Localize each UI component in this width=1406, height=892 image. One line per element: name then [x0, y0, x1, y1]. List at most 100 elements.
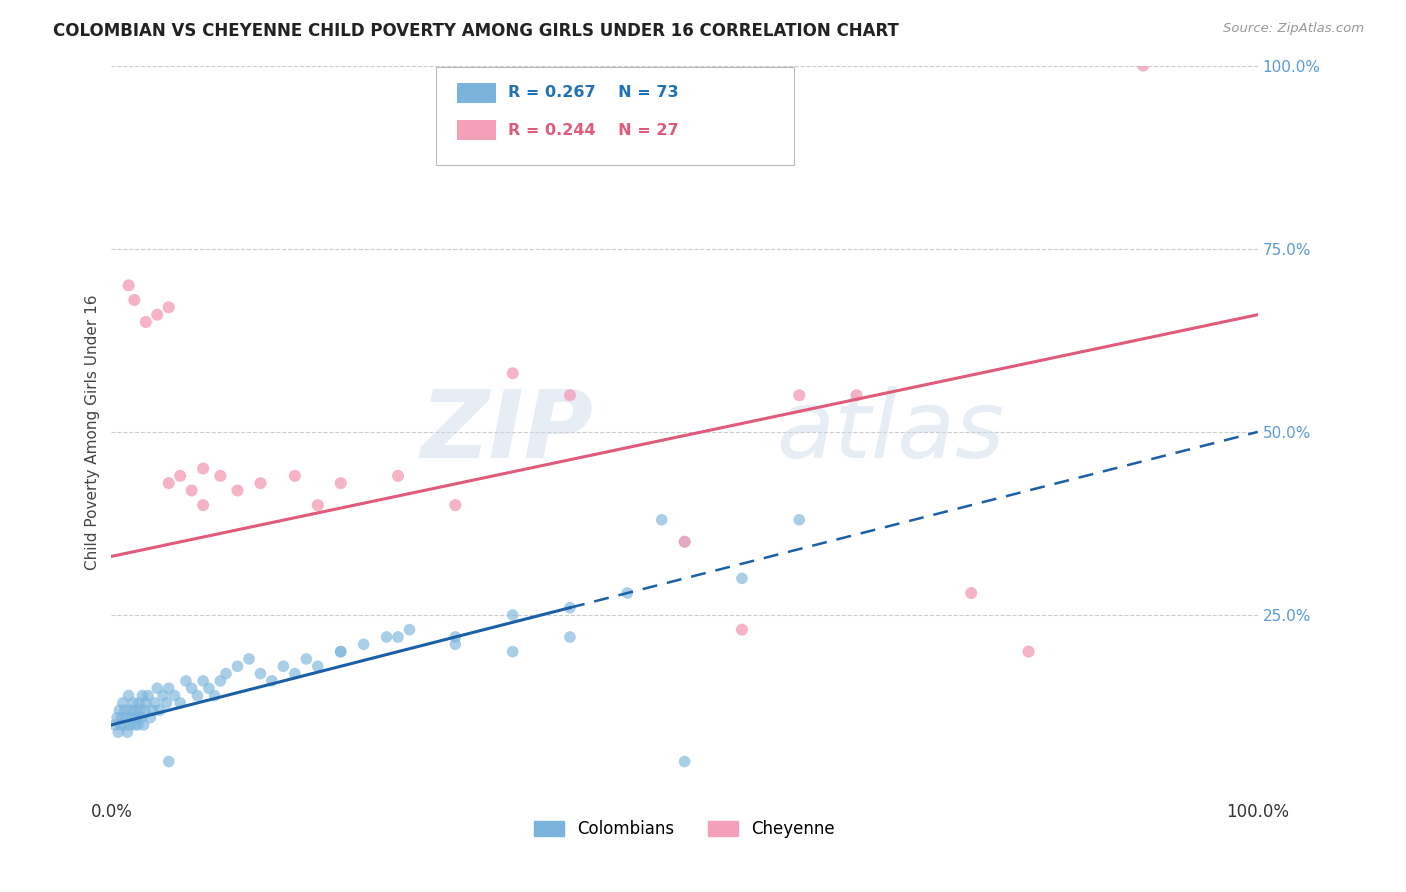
- Point: [651, 513, 673, 527]
- Point: [238, 652, 260, 666]
- Point: [124, 718, 146, 732]
- Point: [307, 659, 329, 673]
- Point: [142, 703, 165, 717]
- Point: [110, 718, 132, 732]
- Point: [157, 476, 180, 491]
- Point: [209, 468, 232, 483]
- Point: [120, 703, 142, 717]
- Point: [215, 666, 238, 681]
- Point: [122, 696, 145, 710]
- Text: Source: ZipAtlas.com: Source: ZipAtlas.com: [1223, 22, 1364, 36]
- Point: [111, 710, 134, 724]
- Point: [1018, 645, 1040, 659]
- Point: [204, 689, 226, 703]
- Point: [295, 652, 318, 666]
- Text: COLOMBIAN VS CHEYENNE CHILD POVERTY AMONG GIRLS UNDER 16 CORRELATION CHART: COLOMBIAN VS CHEYENNE CHILD POVERTY AMON…: [53, 22, 900, 40]
- Point: [105, 710, 128, 724]
- Point: [135, 315, 157, 329]
- Point: [136, 689, 159, 703]
- Point: [444, 637, 467, 651]
- Point: [502, 645, 524, 659]
- Point: [787, 513, 810, 527]
- Point: [375, 630, 398, 644]
- Point: [1132, 59, 1154, 73]
- Point: [307, 498, 329, 512]
- Legend: Colombians, Cheyenne: Colombians, Cheyenne: [527, 814, 842, 845]
- Point: [673, 534, 696, 549]
- Point: [134, 703, 156, 717]
- Point: [132, 718, 155, 732]
- Point: [558, 388, 581, 402]
- Point: [673, 755, 696, 769]
- Point: [731, 571, 754, 585]
- Point: [107, 725, 129, 739]
- Point: [845, 388, 868, 402]
- Point: [128, 696, 150, 710]
- Point: [329, 476, 352, 491]
- Point: [135, 696, 157, 710]
- Point: [209, 673, 232, 688]
- Point: [444, 498, 467, 512]
- Point: [169, 696, 191, 710]
- Point: [191, 673, 214, 688]
- Point: [152, 689, 174, 703]
- Point: [155, 696, 177, 710]
- Point: [169, 468, 191, 483]
- Point: [444, 630, 467, 644]
- Text: R = 0.267    N = 73: R = 0.267 N = 73: [508, 86, 678, 100]
- Point: [157, 681, 180, 696]
- Point: [108, 703, 131, 717]
- Point: [146, 308, 169, 322]
- Point: [111, 696, 134, 710]
- Point: [112, 718, 135, 732]
- Point: [787, 388, 810, 402]
- Point: [284, 666, 307, 681]
- Point: [124, 703, 146, 717]
- Point: [673, 534, 696, 549]
- Point: [117, 689, 139, 703]
- Point: [616, 586, 638, 600]
- Point: [226, 659, 249, 673]
- Point: [129, 703, 152, 717]
- Point: [121, 710, 143, 724]
- Point: [104, 718, 127, 732]
- Point: [148, 703, 170, 717]
- Point: [180, 681, 202, 696]
- Point: [163, 689, 186, 703]
- Point: [249, 476, 271, 491]
- Point: [115, 710, 138, 724]
- Point: [139, 710, 162, 724]
- Point: [191, 461, 214, 475]
- Point: [960, 586, 983, 600]
- Point: [329, 645, 352, 659]
- Point: [191, 498, 214, 512]
- Point: [124, 293, 146, 307]
- Point: [249, 666, 271, 681]
- Point: [157, 301, 180, 315]
- Point: [731, 623, 754, 637]
- Point: [353, 637, 375, 651]
- Point: [129, 710, 152, 724]
- Point: [180, 483, 202, 498]
- Point: [131, 689, 153, 703]
- Point: [273, 659, 295, 673]
- Point: [174, 673, 197, 688]
- Text: atlas: atlas: [776, 386, 1005, 477]
- Point: [186, 689, 208, 703]
- Point: [329, 645, 352, 659]
- Y-axis label: Child Poverty Among Girls Under 16: Child Poverty Among Girls Under 16: [86, 294, 100, 570]
- Point: [502, 366, 524, 380]
- Text: R = 0.244    N = 27: R = 0.244 N = 27: [508, 123, 678, 137]
- Point: [117, 725, 139, 739]
- Point: [198, 681, 221, 696]
- Point: [260, 673, 283, 688]
- Point: [127, 718, 149, 732]
- Text: ZIP: ZIP: [420, 386, 593, 478]
- Point: [125, 710, 148, 724]
- Point: [558, 630, 581, 644]
- Point: [398, 623, 420, 637]
- Point: [558, 600, 581, 615]
- Point: [502, 607, 524, 622]
- Point: [143, 696, 166, 710]
- Point: [117, 278, 139, 293]
